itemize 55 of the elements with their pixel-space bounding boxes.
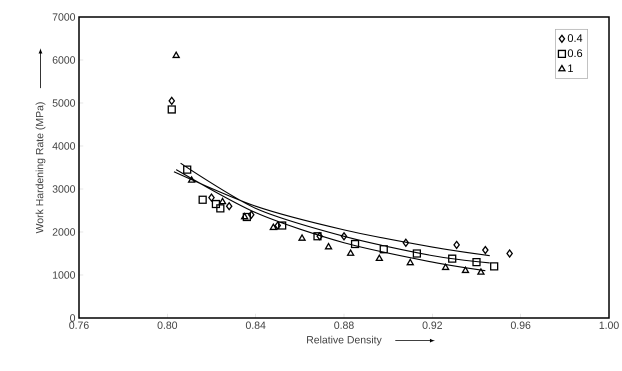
y-tick-label: 2000 xyxy=(52,228,76,236)
y-tick-label: 4000 xyxy=(52,142,76,150)
point xyxy=(448,254,456,263)
y-tick-label: 3000 xyxy=(52,185,76,193)
point xyxy=(172,52,180,58)
legend-label: 1 xyxy=(568,64,573,72)
x-tick-label: 0.84 xyxy=(246,322,266,329)
point xyxy=(216,204,224,212)
point xyxy=(402,238,410,247)
point xyxy=(324,242,332,250)
point xyxy=(183,166,192,174)
y-tick-label: 0 xyxy=(70,314,76,322)
point xyxy=(506,249,513,258)
point xyxy=(278,221,286,230)
x-tick-label: 0.88 xyxy=(334,322,354,329)
point xyxy=(198,196,207,204)
point xyxy=(226,202,232,210)
point xyxy=(298,234,306,241)
point xyxy=(313,232,322,240)
point xyxy=(240,212,248,220)
point xyxy=(274,221,282,230)
point xyxy=(168,96,176,105)
point xyxy=(212,200,220,208)
x-tick-label: 0.80 xyxy=(158,322,178,329)
y-tick-label: 1000 xyxy=(53,271,76,279)
point xyxy=(270,224,278,230)
point xyxy=(482,246,489,254)
legend-label: 0.6 xyxy=(568,49,582,58)
y-tick-label: 5000 xyxy=(52,99,76,107)
y-tick-label: 6000 xyxy=(52,56,76,64)
point xyxy=(453,240,460,250)
point xyxy=(462,266,470,274)
point xyxy=(248,210,255,219)
point xyxy=(442,264,450,270)
x-tick-label: 0.96 xyxy=(510,322,530,329)
point xyxy=(477,268,485,275)
x-tick-label: 0.76 xyxy=(69,322,89,329)
point xyxy=(316,232,323,240)
point xyxy=(406,258,414,266)
point xyxy=(208,193,215,202)
y-tick-label: 7000 xyxy=(52,13,76,21)
point xyxy=(188,176,196,183)
point xyxy=(168,105,176,114)
point xyxy=(340,232,348,240)
point xyxy=(490,262,498,271)
legend-label: 0.4 xyxy=(568,34,582,42)
point xyxy=(218,198,226,204)
point xyxy=(412,249,422,258)
line-series xyxy=(176,169,486,272)
x-tick-label: 0.92 xyxy=(422,322,442,329)
point xyxy=(242,212,251,222)
y-axis-title: Work Hardening Rate (MPa) xyxy=(36,102,46,234)
x-tick-label: 1.00 xyxy=(600,322,619,329)
point xyxy=(472,258,481,266)
x-axis-title: Relative Density xyxy=(307,336,382,346)
